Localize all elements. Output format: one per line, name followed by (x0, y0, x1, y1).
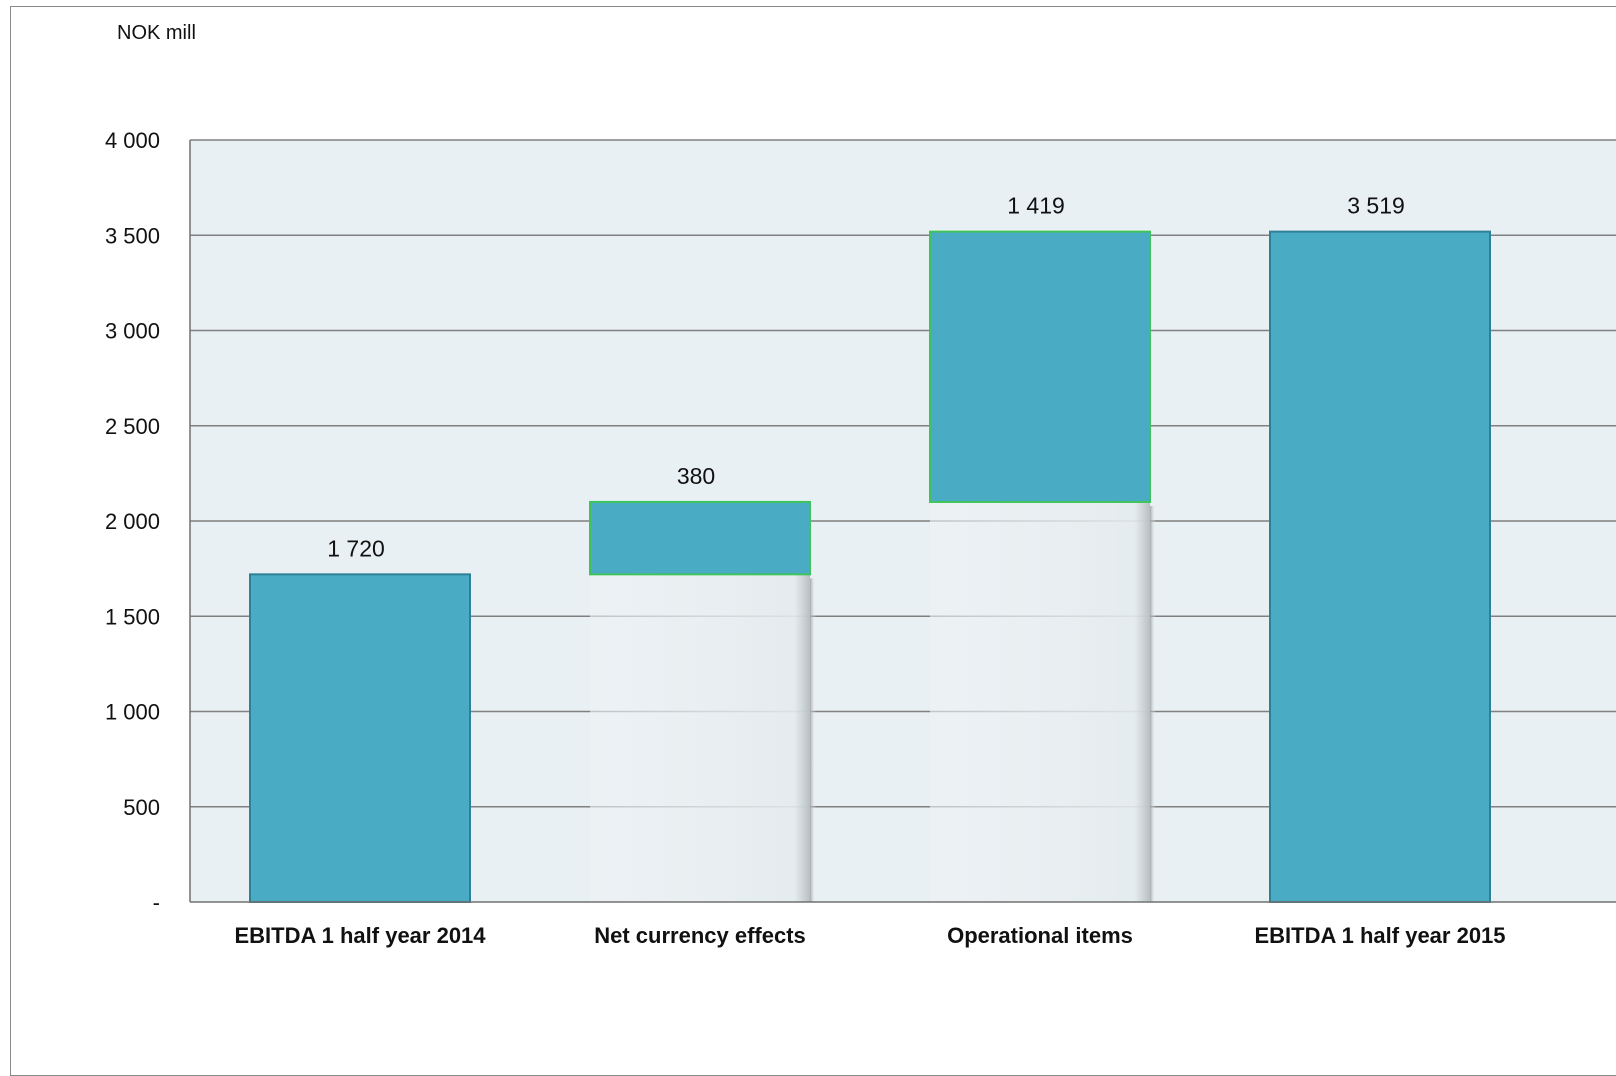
x-category-label: Net currency effects (594, 923, 806, 948)
y-tick-label: 500 (123, 795, 160, 820)
data-label: 1 720 (327, 535, 385, 561)
y-tick-label: 3 500 (105, 223, 160, 248)
y-tick-label: 1 000 (105, 700, 160, 725)
y-tick-label: 1 500 (105, 604, 160, 629)
waterfall-base-shadow (810, 578, 816, 902)
x-category-label: EBITDA 1 half year 2014 (234, 923, 486, 948)
y-tick-label: 2 500 (105, 414, 160, 439)
x-category-label: EBITDA 1 half year 2015 (1254, 923, 1505, 948)
y-tick-label: 3 000 (105, 319, 160, 344)
bar-2 (589, 500, 811, 576)
data-label: 3 519 (1347, 193, 1405, 219)
y-tick-label: 2 000 (105, 509, 160, 534)
unit-label: NOK mill (117, 22, 196, 44)
bar-4 (1269, 230, 1491, 903)
y-tick-label: 4 000 (105, 128, 160, 153)
bar-1 (249, 573, 471, 904)
waterfall-base-shadow (1150, 505, 1156, 902)
waterfall-base-bar (590, 574, 810, 902)
waterfall-base-bar (930, 501, 1150, 902)
data-label: 1 419 (1007, 193, 1065, 219)
x-category-label: Operational items (947, 923, 1133, 948)
data-label: 380 (677, 463, 715, 489)
bar-3 (929, 230, 1151, 503)
y-tick-label: - (153, 890, 160, 915)
